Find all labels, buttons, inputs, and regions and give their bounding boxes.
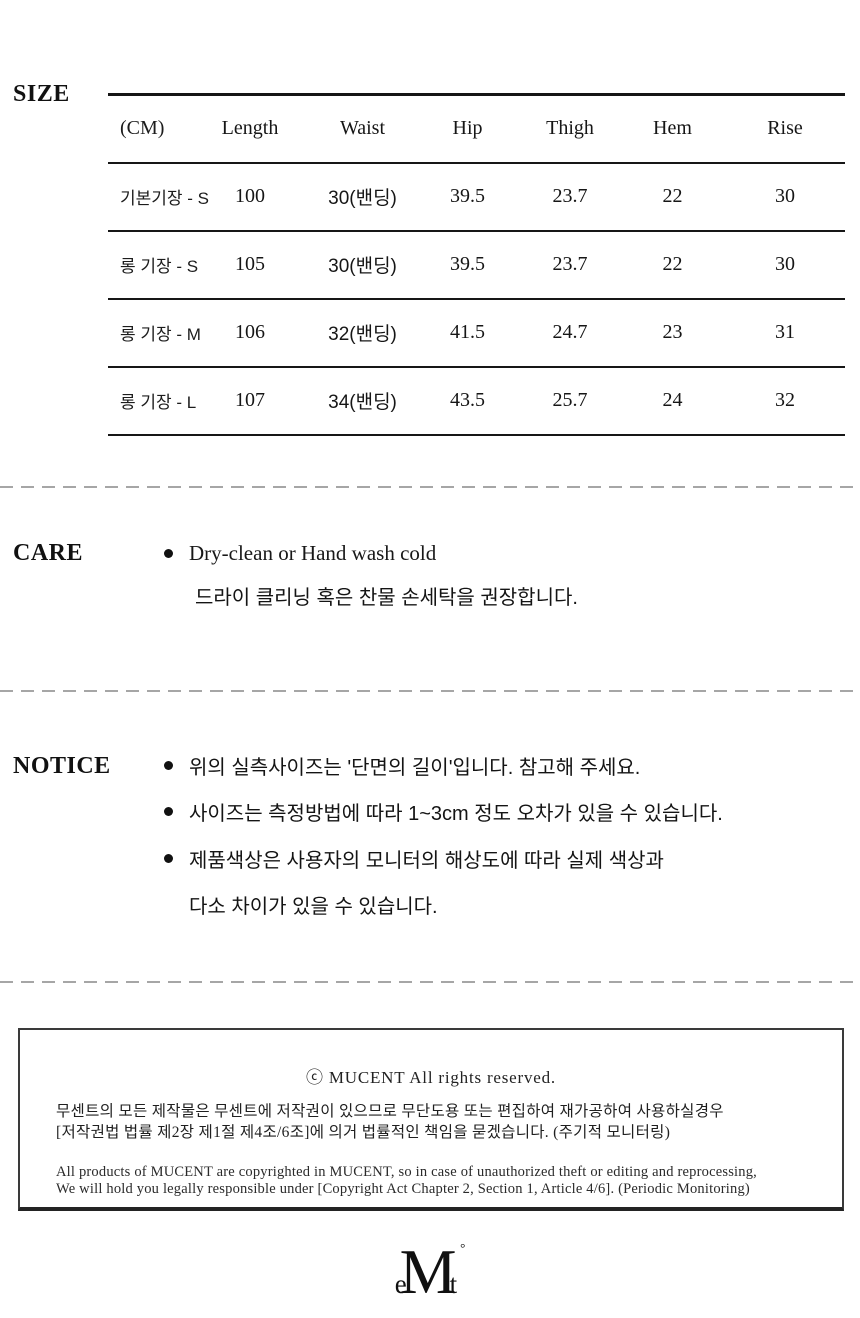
size-cell: 24 (662, 389, 683, 411)
copyright-kr-line1: 무센트의 모든 제작물은 무센트에 저작권이 있으므로 무단도용 또는 편집하여… (56, 1103, 724, 1120)
copyright-korean-text: 무센트의 모든 제작물은 무센트에 저작권이 있으므로 무단도용 또는 편집하여… (56, 1101, 724, 1143)
size-cell: 31 (775, 321, 795, 343)
brand-logo: e M t ° (0, 1236, 860, 1307)
notice-line: 사이즈는 측정방법에 따라 1~3cm 정도 오차가 있을 수 있습니다. (189, 803, 723, 826)
size-col-thigh: Thigh (546, 117, 594, 140)
notice-heading: NOTICE (13, 753, 111, 779)
copyright-kr-line2: [저작권법 법률 제2장 제1절 제4조/6조]에 의거 법률적인 책임을 묻겠… (56, 1124, 671, 1141)
size-row-label: 롱 기장 - L (120, 393, 197, 412)
logo-letter-main: M (399, 1236, 457, 1307)
copyright-box: ⓒ MUCENT All rights reserved. 무센트의 모든 제작… (18, 1028, 844, 1211)
notice-line: 제품색상은 사용자의 모니터의 해상도에 따라 실제 색상과 (189, 849, 664, 872)
size-cell: 23.7 (552, 253, 588, 275)
size-cell: 43.5 (450, 389, 485, 411)
size-cell: 105 (235, 253, 265, 275)
size-cell: 106 (235, 321, 265, 343)
size-unit-label: (CM) (120, 117, 165, 140)
size-cell: 39.5 (450, 253, 485, 275)
logo-letter-right: t (449, 1268, 458, 1299)
list-item: 드라이 클리닝 혹은 찬물 손세탁을 권장합니다. (164, 574, 578, 616)
size-table-header-row: (CM) Length Waist Hip Thigh Hem Rise (108, 95, 845, 163)
size-cell: 30(밴딩) (328, 256, 397, 277)
size-cell: 23.7 (552, 185, 588, 207)
size-heading: SIZE (13, 81, 70, 107)
size-cell: 32(밴딩) (328, 324, 397, 345)
notice-line: 위의 실측사이즈는 '단면의 길이'입니다. 참고해 주세요. (189, 756, 641, 779)
copyright-en-line1: All products of MUCENT are copyrighted i… (56, 1164, 757, 1180)
size-cell: 100 (235, 185, 265, 207)
size-col-hem: Hem (653, 117, 692, 140)
dashed-divider (0, 690, 860, 692)
table-row: 롱 기장 - M 106 32(밴딩) 41.5 24.7 23 31 (108, 299, 845, 367)
bullet-icon (164, 853, 173, 863)
size-cell: 34(밴딩) (328, 392, 397, 413)
size-table: (CM) Length Waist Hip Thigh Hem Rise 기본기… (108, 93, 845, 436)
care-line-kr: 드라이 클리닝 혹은 찬물 손세탁을 권장합니다. (195, 586, 578, 609)
size-cell: 41.5 (450, 321, 485, 343)
care-heading: CARE (13, 540, 84, 566)
logo-registered-mark-icon: ° (460, 1240, 466, 1255)
size-cell: 107 (235, 389, 265, 411)
care-list: Dry-clean or Hand wash cold 드라이 클리닝 혹은 찬… (164, 532, 578, 616)
size-col-waist: Waist (339, 117, 386, 140)
copyright-title: ⓒ MUCENT All rights reserved. (305, 1068, 556, 1087)
list-item: Dry-clean or Hand wash cold (164, 532, 578, 574)
size-cell: 30 (775, 185, 795, 207)
size-col-hip: Hip (452, 117, 483, 140)
copyright-english-text: All products of MUCENT are copyrighted i… (56, 1164, 757, 1197)
size-row-label: 롱 기장 - M (120, 325, 201, 344)
size-cell: 32 (775, 389, 795, 411)
list-item: 위의 실측사이즈는 '단면의 길이'입니다. 참고해 주세요. (164, 742, 723, 789)
size-cell: 22 (662, 253, 683, 275)
dashed-divider (0, 486, 860, 488)
table-row: 롱 기장 - S 105 30(밴딩) 39.5 23.7 22 30 (108, 231, 845, 299)
notice-line: 다소 차이가 있을 수 있습니다. (189, 896, 438, 919)
size-col-rise: Rise (767, 117, 803, 140)
list-item: 다소 차이가 있을 수 있습니다. (164, 882, 723, 929)
size-cell: 24.7 (552, 321, 588, 343)
bullet-icon (164, 807, 173, 817)
size-cell: 22 (662, 185, 683, 207)
dashed-divider (0, 981, 860, 983)
size-row-label: 기본기장 - S (120, 189, 210, 208)
table-row: 롱 기장 - L 107 34(밴딩) 43.5 25.7 24 32 (108, 367, 845, 435)
bullet-icon (164, 548, 173, 558)
bullet-icon (164, 760, 173, 770)
notice-list: 위의 실측사이즈는 '단면의 길이'입니다. 참고해 주세요. 사이즈는 측정방… (164, 742, 723, 928)
list-item: 사이즈는 측정방법에 따라 1~3cm 정도 오차가 있을 수 있습니다. (164, 789, 723, 836)
logo-letter-left: e (394, 1268, 407, 1299)
size-cell: 23 (662, 321, 683, 343)
copyright-en-line2: We will hold you legally responsible und… (56, 1180, 750, 1197)
size-col-length: Length (221, 117, 279, 140)
size-cell: 39.5 (450, 185, 485, 207)
size-cell: 25.7 (552, 389, 588, 411)
care-line-en: Dry-clean or Hand wash cold (189, 540, 437, 565)
table-row: 기본기장 - S 100 30(밴딩) 39.5 23.7 22 30 (108, 163, 845, 231)
size-cell: 30(밴딩) (328, 188, 397, 209)
size-cell: 30 (775, 253, 795, 275)
size-row-label: 롱 기장 - S (120, 257, 199, 276)
list-item: 제품색상은 사용자의 모니터의 해상도에 따라 실제 색상과 (164, 835, 723, 882)
